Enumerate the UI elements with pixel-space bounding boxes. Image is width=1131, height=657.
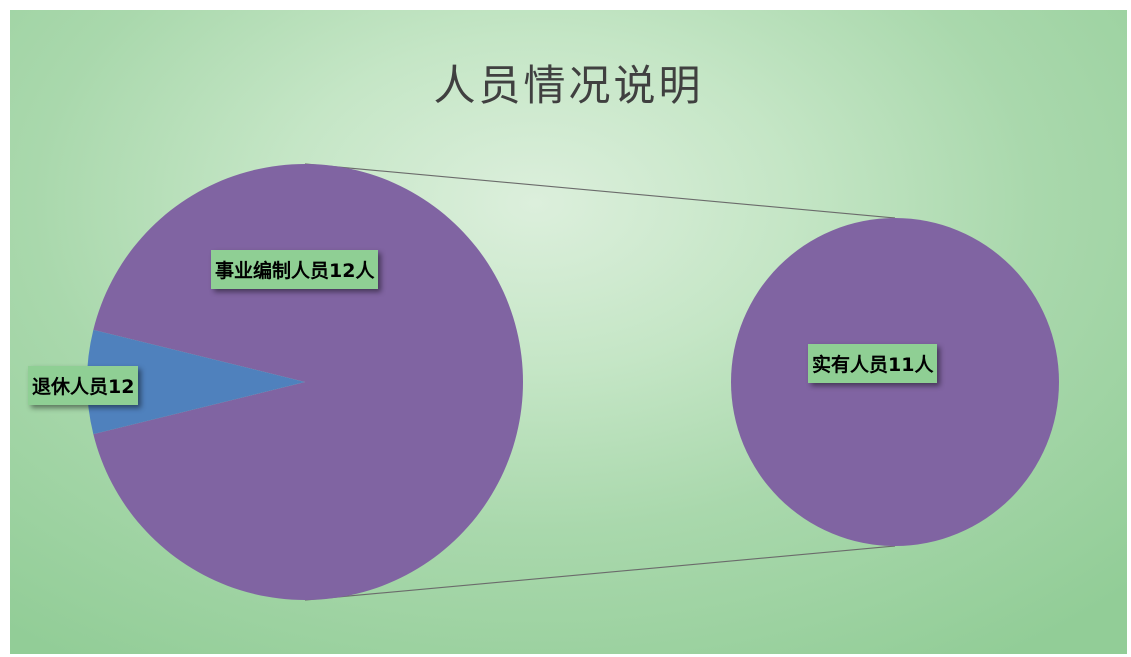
data-label-retired: 退休人员12 — [28, 366, 139, 405]
chart-title: 人员情况说明 — [433, 61, 704, 110]
data-label-staff: 事业编制人员12人 — [211, 250, 379, 289]
pie-slice-retired — [87, 329, 306, 435]
chart-plot — [87, 163, 1059, 601]
connector-line-bottom — [304, 545, 896, 601]
main-pie — [87, 163, 523, 600]
pie-slice-staff — [93, 163, 523, 600]
chart-area: 人员情况说明 事业编制人员12人 退休人员12 实有人员11人 — [10, 10, 1127, 654]
connector-line-top — [304, 163, 896, 219]
data-label-actual: 实有人员11人 — [808, 344, 938, 383]
